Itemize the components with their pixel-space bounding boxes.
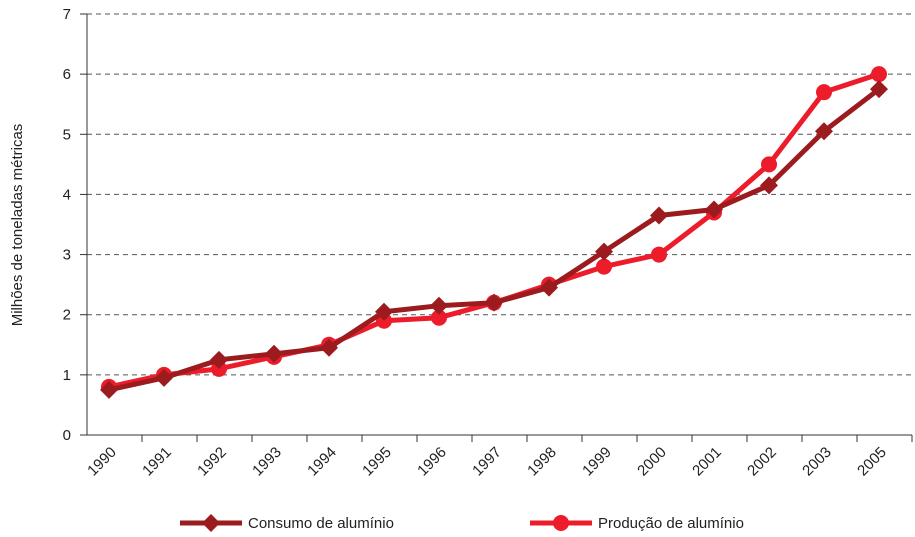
point [431, 309, 447, 326]
x-tick-label: 1998 [524, 444, 560, 480]
legend-label: Consumo de alumínio [248, 515, 394, 532]
point [211, 360, 227, 377]
y-tick-label: 6 [63, 66, 71, 83]
x-tick-label: 2002 [744, 444, 780, 480]
point [485, 293, 503, 312]
x-tick-label: 2000 [634, 444, 670, 480]
y-axis-label: Milhões de toneladas métricas [9, 124, 26, 327]
x-tick-label: 1994 [304, 444, 340, 480]
legend-marker [553, 515, 569, 531]
point [815, 122, 833, 141]
x-tick-label: 1996 [414, 444, 450, 480]
point [651, 246, 667, 263]
point [265, 344, 283, 363]
point [871, 66, 887, 83]
x-tick-label: 2005 [854, 444, 890, 480]
y-tick-label: 4 [63, 186, 71, 203]
x-tick-label: 1993 [249, 444, 285, 480]
point [705, 200, 723, 219]
y-tick-label: 0 [63, 427, 71, 444]
y-tick-label: 5 [63, 126, 71, 143]
point [100, 380, 118, 399]
point [430, 296, 448, 315]
point [595, 242, 613, 261]
point [375, 302, 393, 321]
y-tick-label: 3 [63, 247, 71, 264]
series-line [108, 71, 880, 390]
legend-label: Produção de alumínio [598, 515, 744, 532]
point [210, 350, 228, 369]
point [320, 338, 338, 357]
x-tick-label: 1990 [84, 444, 120, 480]
point [816, 84, 832, 101]
point [155, 368, 173, 387]
x-tick-label: 1997 [469, 444, 505, 480]
point [596, 258, 612, 275]
x-tick-label: 1995 [359, 444, 395, 480]
x-tick-label: 1992 [194, 444, 230, 480]
point [870, 80, 888, 99]
point [760, 176, 778, 195]
x-tick-label: 2003 [799, 444, 835, 480]
y-tick-label: 2 [63, 307, 71, 324]
y-tick-label: 1 [63, 367, 71, 384]
x-tick-label: 1991 [139, 444, 175, 480]
point [540, 278, 558, 297]
x-tick-label: 1999 [579, 444, 615, 480]
x-tick-label: 2001 [689, 444, 725, 480]
y-tick-label: 7 [63, 6, 71, 23]
point [650, 206, 668, 225]
legend-marker [202, 514, 220, 532]
point [761, 156, 777, 173]
